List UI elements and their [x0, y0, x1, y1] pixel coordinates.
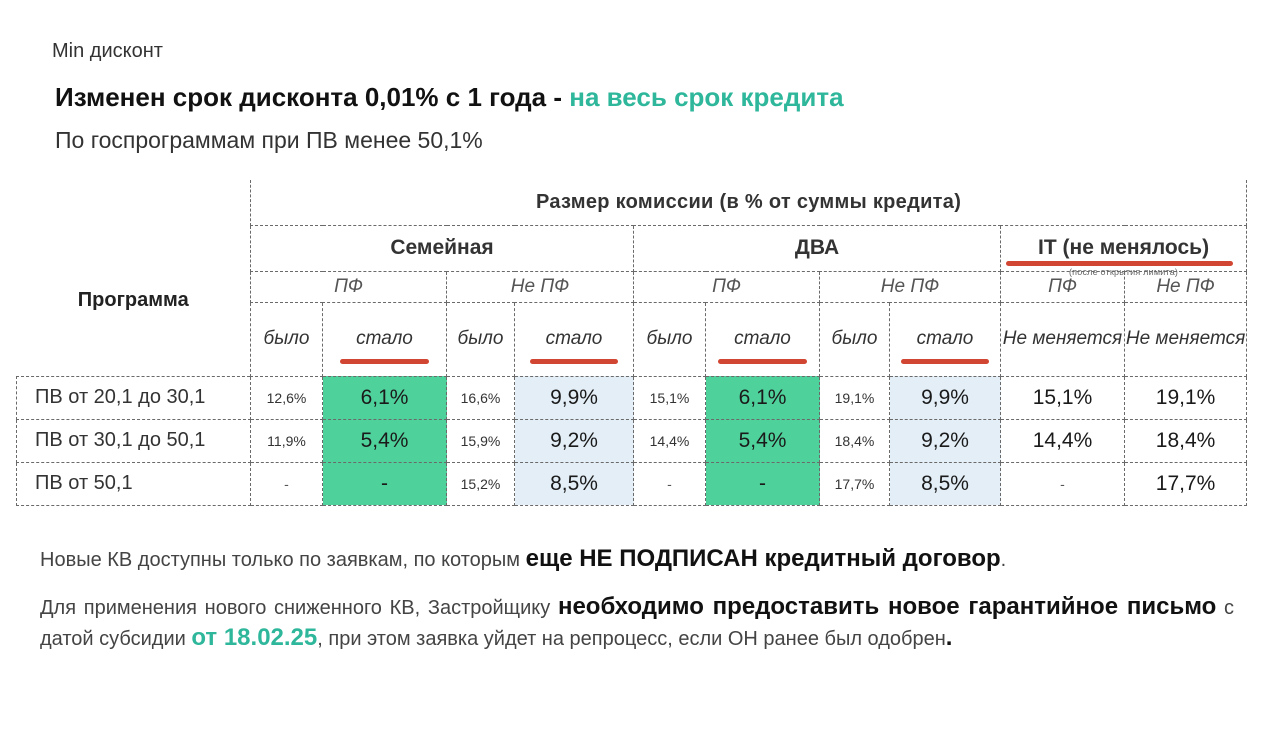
it-pf: ПФ	[1000, 270, 1125, 303]
col-now-label: стало	[529, 328, 619, 364]
col-now: стало	[705, 301, 820, 377]
note-req-date: от 18.02.25	[191, 624, 318, 651]
cell-now: 9,2%	[514, 418, 634, 463]
col-was: было	[250, 301, 323, 377]
commission-table: Размер комиссии (в % от суммы кредита) П…	[16, 180, 1248, 506]
eyebrow-text: Min дисконт	[52, 40, 163, 62]
cell-now-highlight: 6,1%	[322, 375, 447, 420]
it-underline	[1006, 261, 1234, 266]
col-now: стало	[514, 301, 634, 377]
note-availability-bold: еще НЕ ПОДПИСАН кредитный договор	[525, 545, 1001, 572]
corner-cell	[17, 180, 251, 225]
program-header: Программа	[77, 288, 189, 311]
family-pf: ПФ	[250, 270, 447, 303]
col-now-label: стало	[718, 328, 807, 364]
cell-now: 9,9%	[889, 375, 1001, 420]
row-label: ПВ от 20,1 до 30,1	[16, 375, 251, 420]
note-req-text1: Для применения нового сниженного КВ, Зас…	[40, 597, 558, 619]
group-it: IT (не менялось) (после открытия лимита)	[999, 224, 1248, 277]
cell-now-highlight: 5,4%	[322, 418, 447, 463]
group-it-label: IT (не менялось)	[1038, 236, 1210, 259]
note-req-text2: с датой субсидии	[40, 597, 1235, 650]
col-was: было	[633, 301, 706, 377]
col-now-label: стало	[900, 328, 990, 364]
family-not-pf: Не ПФ	[446, 270, 634, 303]
it-not-pf: Не ПФ	[1123, 270, 1248, 303]
headline: Изменен срок дисконта 0,01% с 1 года - н…	[55, 82, 844, 113]
cell-it-pf: 15,1%	[1000, 375, 1125, 420]
col-now-label: стало	[340, 328, 429, 364]
note-req-text3: , при этом заявка уйдет на репроцесс, ес…	[317, 628, 946, 650]
cell-it-not-pf: 17,7%	[1123, 461, 1248, 506]
note-requirement: Для применения нового сниженного КВ, Зас…	[40, 592, 1234, 654]
cell-it-not-pf: 19,1%	[1123, 375, 1248, 420]
table-row: ПВ от 20,1 до 30,1 12,6% 6,1% 16,6% 9,9%…	[16, 375, 1248, 420]
col-now: стало	[322, 301, 447, 377]
cell-was: 17,7%	[819, 461, 890, 506]
group-family: Семейная	[250, 224, 634, 272]
cell-it-pf: 14,4%	[1000, 418, 1125, 463]
cell-now-highlight: 6,1%	[705, 375, 820, 420]
cell-it-not-pf: 18,4%	[1123, 418, 1248, 463]
cell-was: 14,4%	[633, 418, 706, 463]
cell-now-highlight: -	[322, 461, 447, 506]
main-header: Размер комиссии (в % от суммы кредита)	[249, 180, 1248, 226]
table-row: ПВ от 50,1 - - 15,2% 8,5% - - 17,7% 8,5%…	[16, 461, 1248, 506]
dva-pf: ПФ	[633, 270, 820, 303]
note-availability-text: Новые КВ доступны только по заявкам, по …	[40, 549, 526, 571]
cell-now-highlight: -	[705, 461, 820, 506]
cell-now: 8,5%	[889, 461, 1001, 506]
cell-was: 16,6%	[446, 375, 515, 420]
note-availability: Новые КВ доступны только по заявкам, по …	[40, 545, 1006, 573]
it-note: (после открытия лимита)	[1068, 267, 1179, 277]
headline-main: Изменен срок дисконта 0,01% с 1 года -	[55, 82, 570, 112]
cell-was: 12,6%	[250, 375, 323, 420]
cell-was: 15,1%	[633, 375, 706, 420]
col-was: было	[819, 301, 890, 377]
headline-accent: на весь срок кредита	[569, 82, 844, 112]
group-dva: ДВА	[633, 224, 1001, 272]
cell-was: 11,9%	[250, 418, 323, 463]
dva-not-pf: Не ПФ	[819, 270, 1001, 303]
row-label: ПВ от 50,1	[16, 461, 251, 506]
note-req-bold: необходимо предоставить новое гарантийно…	[557, 593, 1217, 620]
cell-was: -	[633, 461, 706, 506]
col-was: было	[446, 301, 515, 377]
cell-was: 15,2%	[446, 461, 515, 506]
cell-was: 18,4%	[819, 418, 890, 463]
cell-now-highlight: 5,4%	[705, 418, 820, 463]
row-label: ПВ от 30,1 до 50,1	[16, 418, 251, 463]
cell-was: 19,1%	[819, 375, 890, 420]
col-unchanged: Не меняется	[1123, 301, 1248, 377]
table-row: ПВ от 30,1 до 50,1 11,9% 5,4% 15,9% 9,2%…	[16, 418, 1248, 463]
note-availability-end: .	[1000, 549, 1007, 571]
cell-was: -	[250, 461, 323, 506]
cell-it-pf: -	[1000, 461, 1125, 506]
cell-now: 9,9%	[514, 375, 634, 420]
cell-now: 8,5%	[514, 461, 634, 506]
col-unchanged: Не меняется	[1000, 301, 1125, 377]
cell-now: 9,2%	[889, 418, 1001, 463]
subtitle: По госпрограммам при ПВ менее 50,1%	[55, 127, 483, 153]
cell-was: 15,9%	[446, 418, 515, 463]
col-now: стало	[889, 301, 1001, 377]
note-req-end: .	[945, 624, 953, 651]
